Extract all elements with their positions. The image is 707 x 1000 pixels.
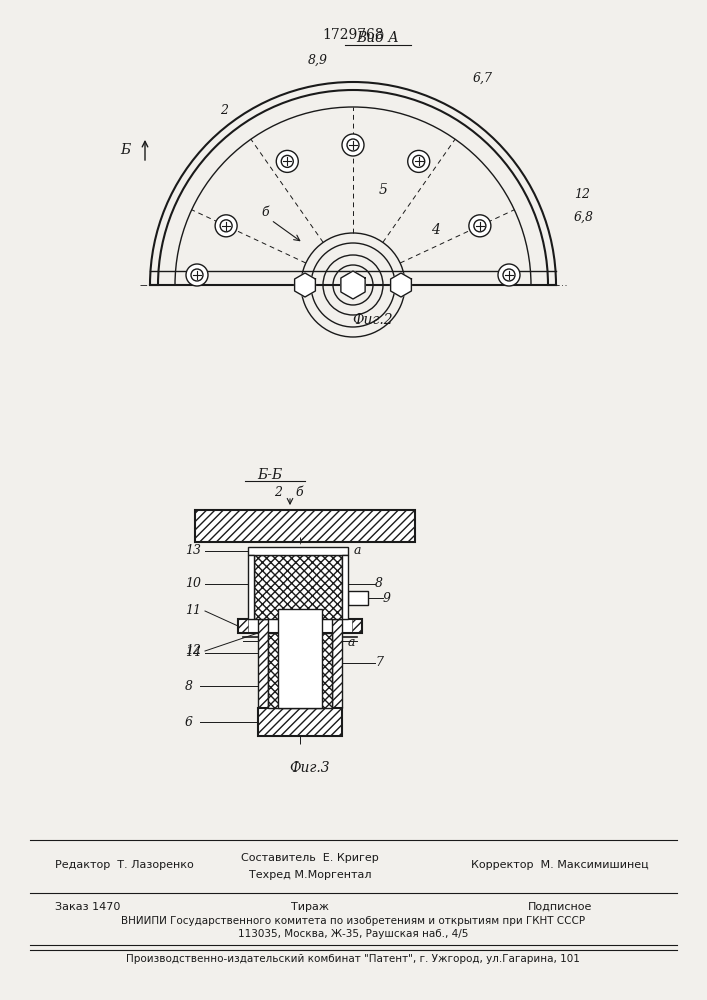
Bar <box>195 510 415 542</box>
Circle shape <box>276 150 298 172</box>
Bar <box>348 591 368 605</box>
Text: 6,7: 6,7 <box>473 72 493 85</box>
Text: 8: 8 <box>185 680 193 692</box>
Text: 113035, Москва, Ж-35, Раушская наб., 4/5: 113035, Москва, Ж-35, Раушская наб., 4/5 <box>238 929 468 939</box>
Circle shape <box>469 215 491 237</box>
Text: а: а <box>354 544 361 558</box>
Text: 13: 13 <box>185 544 201 558</box>
Text: Производственно-издательский комбинат "Патент", г. Ужгород, ул.Гагарина, 101: Производственно-издательский комбинат "П… <box>126 954 580 964</box>
Text: б: б <box>261 207 269 220</box>
Bar <box>332 619 342 708</box>
Text: Вид А: Вид А <box>356 31 399 45</box>
Text: Подписное: Подписное <box>528 902 592 912</box>
Text: 1729768: 1729768 <box>322 28 384 42</box>
Text: Тираж: Тираж <box>291 902 329 912</box>
Text: Б-Б: Б-Б <box>257 468 283 482</box>
Polygon shape <box>295 273 315 297</box>
Circle shape <box>408 150 430 172</box>
Text: Б: Б <box>119 143 130 157</box>
Text: 14: 14 <box>185 647 201 660</box>
Bar <box>258 708 342 736</box>
Text: 8,9: 8,9 <box>308 54 328 67</box>
Bar <box>238 619 248 633</box>
Bar <box>332 619 342 708</box>
Text: 2: 2 <box>274 486 282 498</box>
Text: Заказ 1470: Заказ 1470 <box>55 902 120 912</box>
Bar <box>258 708 342 736</box>
Text: 8: 8 <box>375 577 383 590</box>
Text: 9: 9 <box>383 591 391 604</box>
Bar <box>258 619 268 708</box>
Text: Фиг.2: Фиг.2 <box>353 313 393 327</box>
Bar <box>254 555 342 619</box>
Text: 11: 11 <box>185 604 201 617</box>
Text: 12: 12 <box>574 188 590 202</box>
Bar <box>248 547 348 555</box>
Text: Составитель  Е. Кригер: Составитель Е. Кригер <box>241 853 379 863</box>
Bar <box>268 633 332 708</box>
Text: 4: 4 <box>431 223 440 237</box>
Text: б: б <box>295 486 303 498</box>
Bar <box>248 555 254 619</box>
Text: Техред М.Моргентал: Техред М.Моргентал <box>249 870 371 880</box>
Bar <box>342 555 348 619</box>
Text: 6: 6 <box>185 716 193 728</box>
Text: 5: 5 <box>378 183 387 197</box>
Circle shape <box>215 215 237 237</box>
Bar <box>195 510 415 542</box>
Circle shape <box>342 134 364 156</box>
Text: Корректор  М. Максимишинец: Корректор М. Максимишинец <box>471 860 649 870</box>
Bar <box>352 619 362 633</box>
Text: 2: 2 <box>220 104 228 116</box>
Polygon shape <box>390 273 411 297</box>
Text: ВНИИПИ Государственного комитета по изобретениям и открытиям при ГКНТ СССР: ВНИИПИ Государственного комитета по изоб… <box>121 916 585 926</box>
Text: а: а <box>348 637 356 650</box>
Polygon shape <box>341 271 365 299</box>
Text: Фиг.3: Фиг.3 <box>290 761 330 775</box>
Bar <box>278 609 322 708</box>
Text: 10: 10 <box>185 577 201 590</box>
Circle shape <box>498 264 520 286</box>
Bar <box>238 619 362 633</box>
Text: 6,8: 6,8 <box>574 211 594 224</box>
Text: 7: 7 <box>375 656 383 670</box>
Bar <box>258 619 268 708</box>
Text: Редактор  Т. Лазоренко: Редактор Т. Лазоренко <box>55 860 194 870</box>
Text: 12: 12 <box>185 645 201 658</box>
Circle shape <box>186 264 208 286</box>
